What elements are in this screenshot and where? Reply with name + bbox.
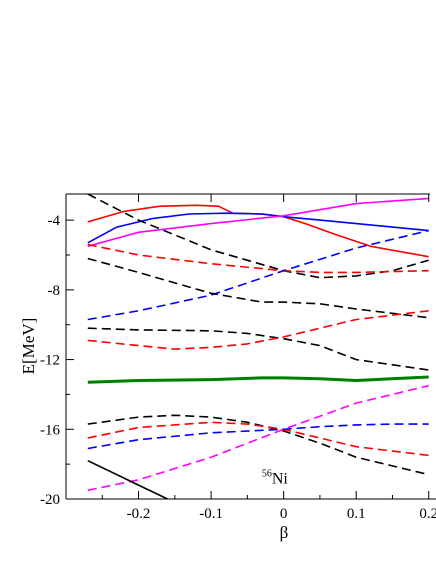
series-line-6 [87,229,429,321]
x-axis-label: β [280,523,289,542]
series-line-8 [87,327,429,371]
series-layer [87,194,429,499]
series-line-5 [87,243,429,274]
nucleus-annotation: 56Ni [262,468,289,487]
y-tick-label: -20 [40,492,60,508]
y-tick-label: -16 [40,422,60,438]
series-line-13 [87,423,429,450]
series-line-9 [87,310,429,350]
y-axis-label: E[MeV] [19,318,38,375]
y-tick-label: -8 [48,283,61,299]
series-line-15 [87,459,168,499]
series-line-12 [87,421,429,457]
series-line-11 [87,414,429,476]
x-tick-label: -0.2 [127,506,151,522]
axes-layer: -0.2 -0.1 0 0.1 0.2 -20 -16 -12 -8 -4 [40,193,436,522]
series-line-4 [87,194,429,279]
series-line-1 [87,204,429,258]
series-line-7 [87,257,429,319]
series-line-2 [87,212,429,244]
series-line-14 [87,384,429,492]
y-tick-label: -4 [48,213,61,229]
x-tick-label: 0.1 [347,506,366,522]
x-tick-label: -0.1 [199,506,223,522]
y-tick-label: -12 [40,353,60,369]
annotation-mass-number: 56 [262,468,272,479]
annotation-element: Ni [272,470,289,487]
series-line-10 [87,375,429,384]
x-tick-label: 0 [280,506,288,522]
series-line-3 [87,197,429,248]
x-tick-label: 0.2 [419,506,436,522]
